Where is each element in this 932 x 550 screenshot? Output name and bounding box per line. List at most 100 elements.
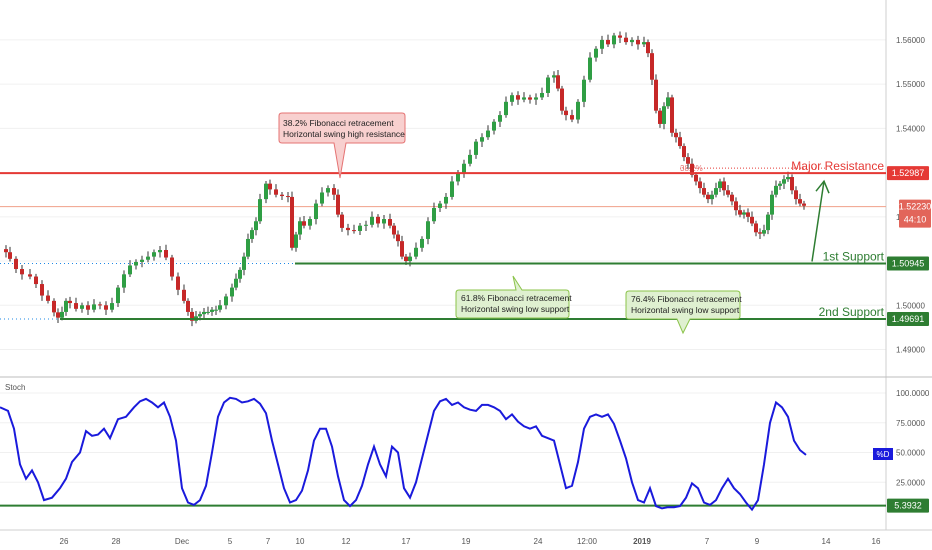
candle-body: [98, 304, 102, 306]
candle-body: [662, 106, 666, 124]
candle-body: [268, 183, 272, 190]
candle-body: [618, 35, 622, 38]
time-tick-label: 10: [296, 537, 305, 546]
callout-support-764[interactable]: 76.4% Fibonacci retracement Horizontal s…: [625, 290, 742, 335]
candle-body: [294, 234, 298, 248]
stoch-d-line[interactable]: [0, 396, 807, 512]
candle-body: [600, 39, 604, 49]
time-tick-label: 28: [112, 537, 121, 546]
stoch-title: Stoch: [5, 383, 25, 392]
candle-body: [742, 212, 746, 215]
candle-body: [34, 276, 38, 285]
candle-body: [392, 225, 396, 235]
candle-body: [522, 97, 526, 100]
svg-text:Horizontal swing low support: Horizontal swing low support: [631, 305, 740, 315]
candle-body: [714, 188, 718, 195]
time-tick-label: 2019: [633, 537, 651, 546]
candle-body: [320, 192, 324, 204]
candle-body: [582, 79, 586, 102]
candle-body: [176, 276, 180, 290]
candle-body: [152, 252, 156, 257]
candle-body: [86, 305, 90, 310]
candle-body: [658, 110, 662, 124]
candle-body: [552, 75, 556, 78]
candle-body: [336, 194, 340, 215]
candle-body: [404, 256, 408, 262]
candle-body: [666, 97, 670, 107]
time-tick-label: 12: [342, 537, 351, 546]
svg-text:1.52230: 1.52230: [899, 202, 932, 212]
candle-body: [702, 188, 706, 195]
candle-body: [64, 300, 68, 312]
candle-body: [786, 177, 790, 180]
stoch-axis[interactable]: 100.0000 75.0000 50.0000 25.0000: [896, 389, 930, 487]
candle-body: [298, 221, 302, 235]
candle-body: [694, 174, 698, 182]
candle-body: [358, 225, 362, 231]
candle-body: [534, 97, 538, 100]
projection-arrow: [811, 179, 830, 262]
candle-body: [274, 189, 278, 195]
callout-support-618[interactable]: 61.8% Fibonacci retracement Horizontal s…: [455, 275, 572, 319]
candle-body: [588, 57, 592, 80]
candle-body: [164, 250, 168, 258]
candle-body: [286, 196, 290, 198]
callout-resistance[interactable]: 38.2% Fibonacci retracement Horizontal s…: [278, 112, 406, 179]
time-tick-label: 7: [705, 537, 710, 546]
candle-body: [462, 163, 466, 173]
candle-body: [556, 75, 560, 89]
candle-body: [210, 309, 214, 312]
candle-body: [400, 241, 404, 257]
candle-body: [116, 287, 120, 304]
candle-body: [396, 234, 400, 242]
time-tick-label: 9: [755, 537, 760, 546]
time-tick-label: 16: [872, 537, 881, 546]
candle-body: [594, 48, 598, 58]
candle-body: [630, 39, 634, 43]
support1-price-tag: 1.50945: [887, 256, 929, 271]
stoch-grid: [0, 392, 886, 483]
candle-body: [250, 230, 254, 239]
candle-body: [560, 88, 564, 111]
resistance-price-tag: 1.52987: [887, 166, 929, 181]
candle-body: [258, 199, 262, 222]
candle-body: [206, 311, 210, 313]
candle-body: [134, 261, 138, 266]
price-tick-label: 1.56000: [896, 36, 925, 45]
stoch-legend-badge: %D: [873, 448, 893, 460]
candle-body: [504, 101, 508, 116]
candle-body: [766, 214, 770, 231]
candle-body: [370, 216, 374, 225]
candle-body: [80, 305, 84, 309]
candle-body: [686, 157, 690, 164]
support2-price-tag: 1.49691: [887, 311, 929, 326]
candle-body: [52, 300, 56, 313]
candle-body: [198, 314, 202, 317]
svg-text:5.3932: 5.3932: [894, 501, 922, 511]
candle-body: [14, 258, 18, 270]
candle-body: [146, 256, 150, 260]
candle-body: [182, 289, 186, 301]
time-axis[interactable]: 26 28 Dec 5 7 10 12 17 19 24 12:00 2019 7 9 14 16: [60, 537, 881, 546]
candle-body: [158, 250, 162, 253]
candle-body: [128, 265, 132, 275]
candlesticks[interactable]: [4, 31, 806, 327]
candle-body: [576, 101, 580, 120]
candle-body: [706, 194, 710, 200]
candle-body: [40, 284, 44, 296]
candle-body: [474, 141, 478, 155]
candle-body: [726, 190, 730, 195]
candle-body: [202, 311, 206, 315]
candle-body: [624, 37, 628, 43]
price-tick-label: 1.54000: [896, 124, 925, 133]
candle-body: [762, 230, 766, 234]
candle-body: [352, 230, 356, 232]
price-tick-label: 1.49000: [896, 346, 925, 355]
candle-body: [74, 303, 78, 309]
candle-body: [794, 190, 798, 200]
candle-body: [564, 110, 568, 116]
candle-body: [730, 194, 734, 202]
time-tick-label: 14: [822, 537, 831, 546]
